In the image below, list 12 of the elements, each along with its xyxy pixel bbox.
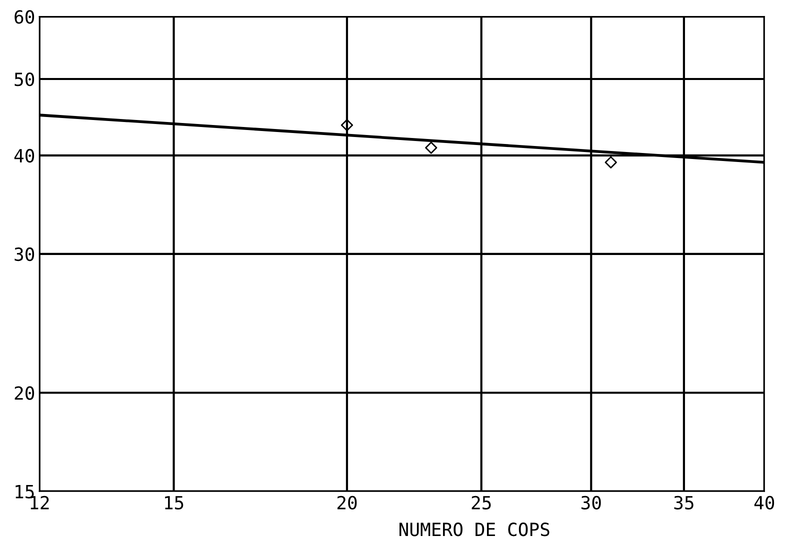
y-tick-label: 20 xyxy=(14,386,34,400)
x-axis-title: NUMERO DE COPS xyxy=(400,522,550,536)
x-tick-label: 30 xyxy=(581,496,601,510)
y-tick-label: 40 xyxy=(14,148,34,163)
y-tick-label: 60 xyxy=(14,10,34,24)
x-tick-label: 40 xyxy=(754,496,774,510)
x-tick-label: 20 xyxy=(337,496,357,510)
x-tick-label: 25 xyxy=(472,496,491,510)
x-tick-label: 15 xyxy=(165,496,184,510)
x-tick-label: 35 xyxy=(674,496,694,510)
y-tick-label: 30 xyxy=(14,247,34,262)
y-tick-label: 50 xyxy=(14,72,34,86)
